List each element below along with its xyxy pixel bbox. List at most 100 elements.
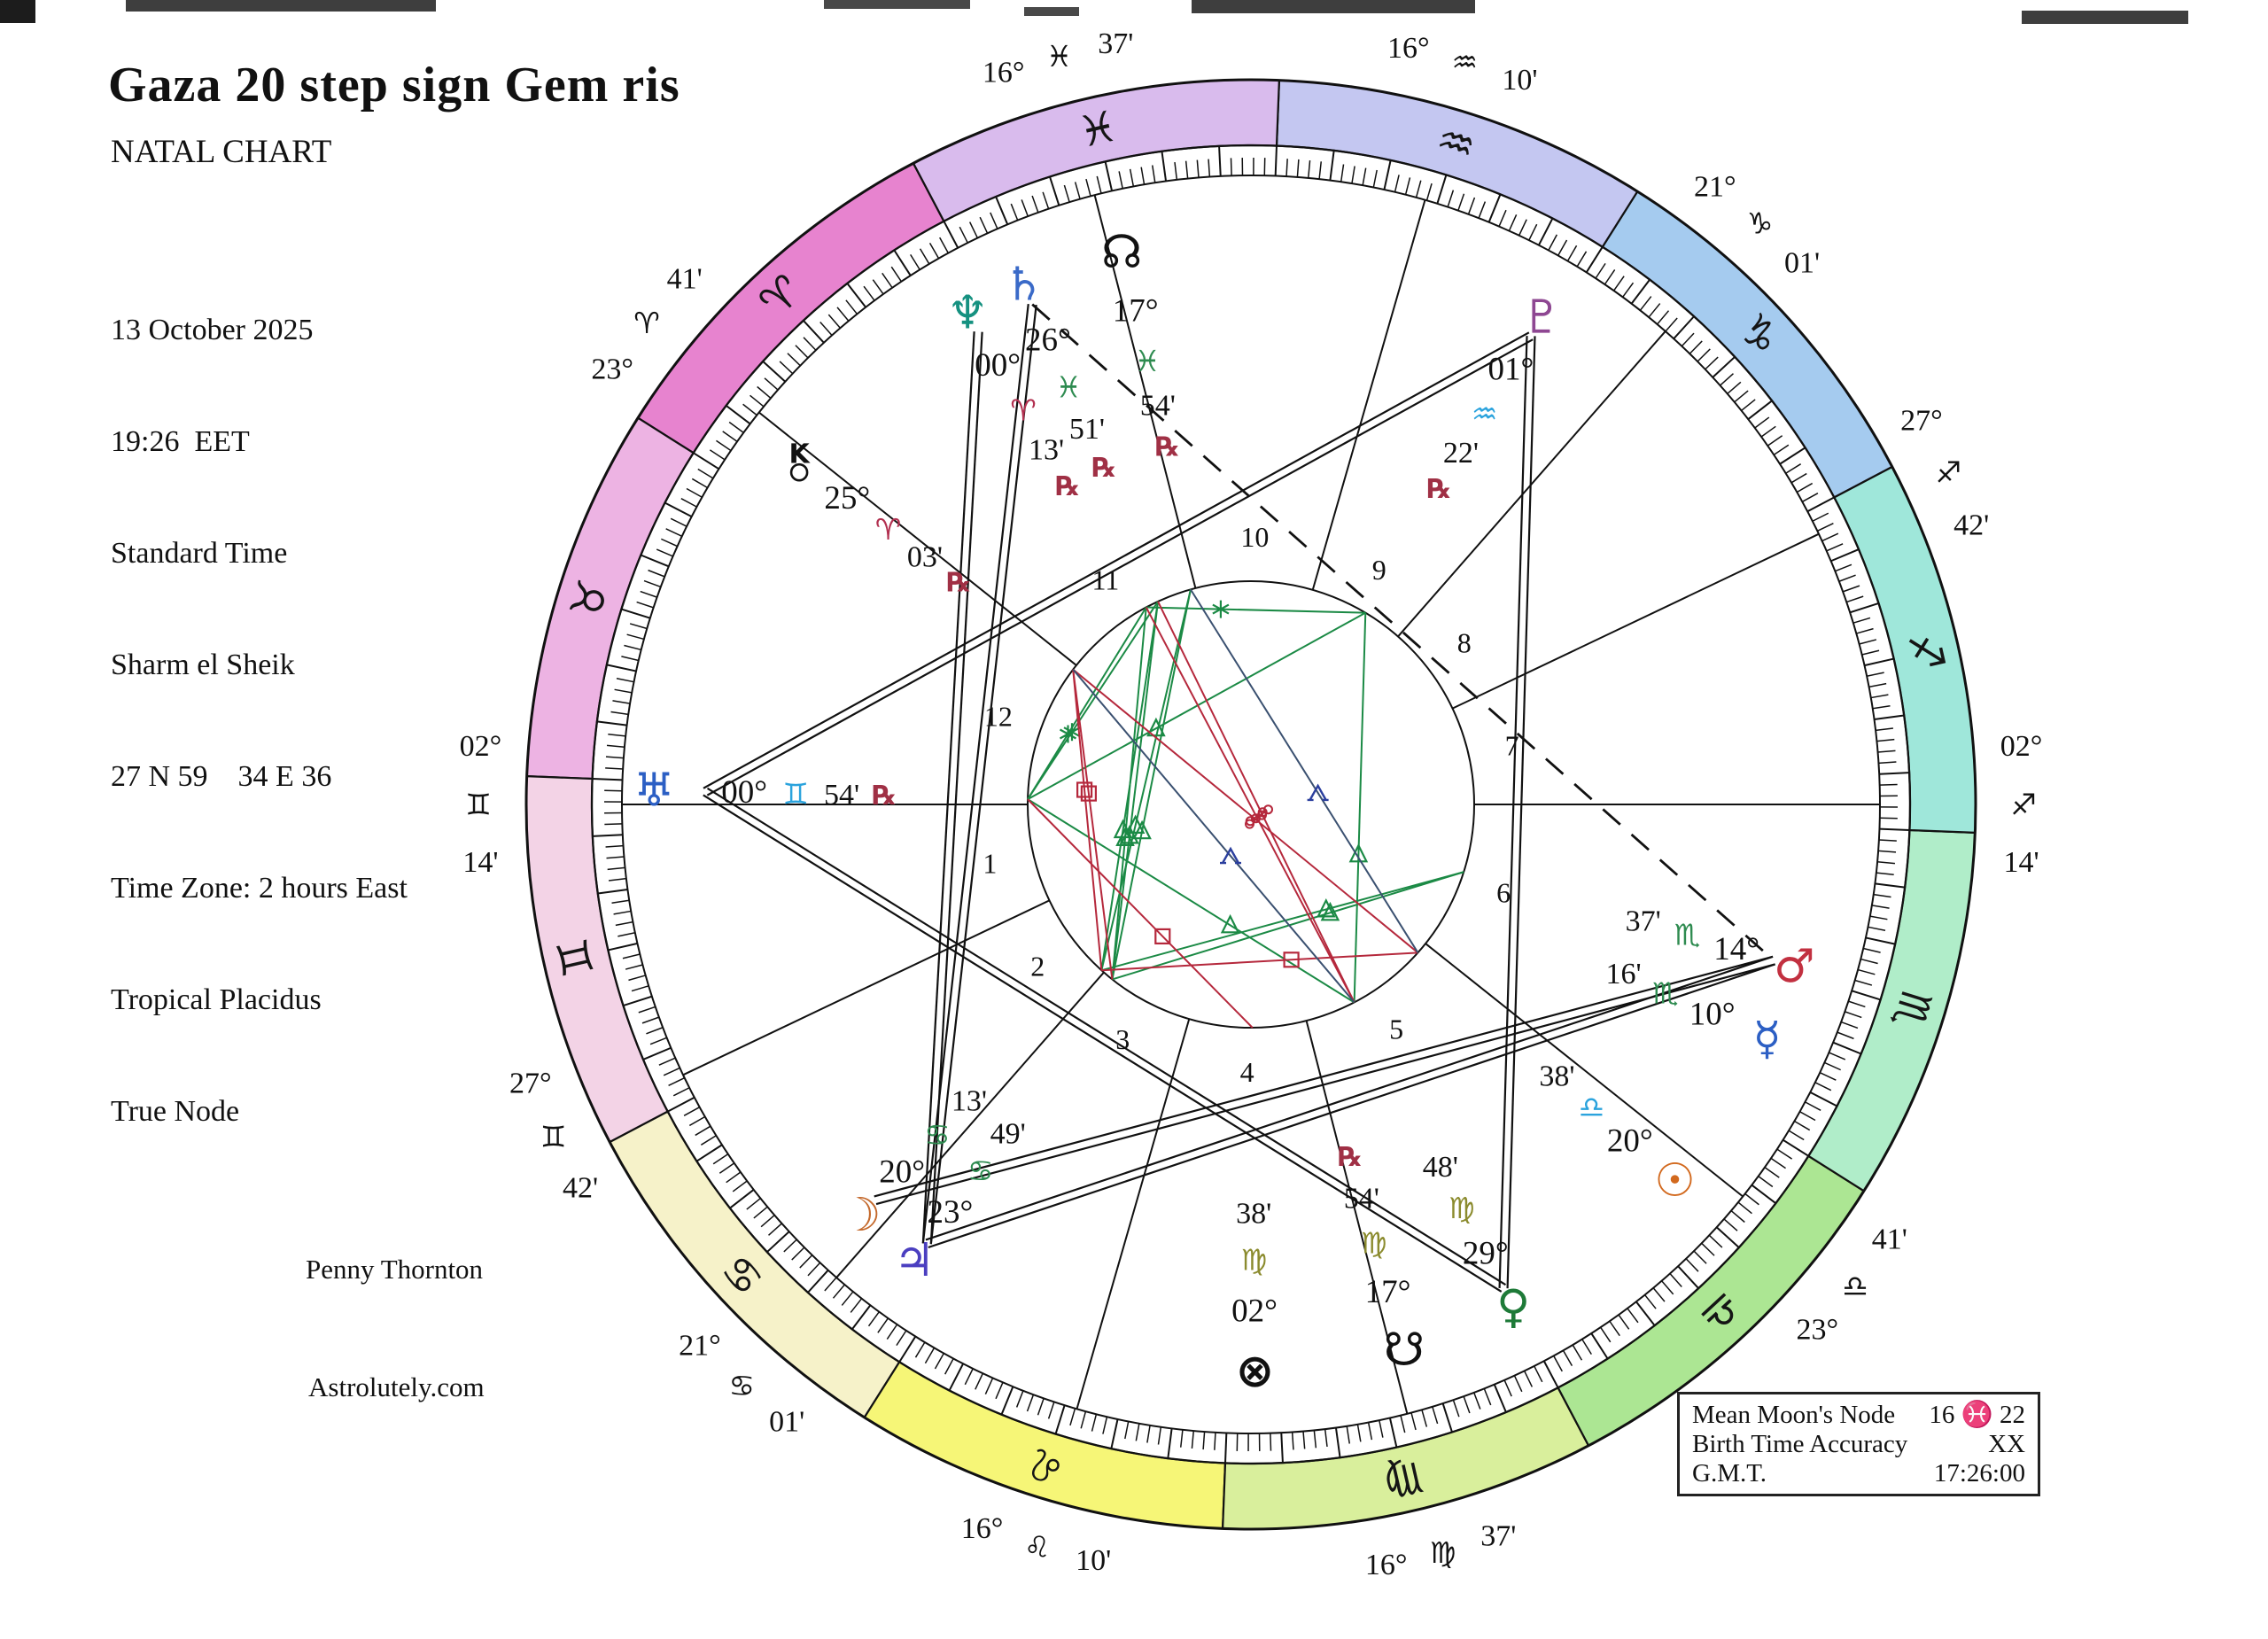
degree-tick [1840,1021,1859,1029]
degree-tick [1630,279,1651,305]
planet-chiron: K 25°♈03'℞ [788,439,970,599]
cusp-11-sign-icon: ♓ [1046,39,1073,74]
nnode-degrees: 17° [1113,293,1159,330]
degree-tick [1157,1426,1162,1445]
snode-icon: ☋ [1384,1324,1425,1377]
degree-tick [1367,1422,1373,1441]
degree-tick [1764,1166,1780,1178]
degree-tick [1758,1176,1774,1188]
degree-tick [1837,1031,1854,1040]
degree-tick [596,720,627,726]
degree-tick [964,1368,974,1386]
house-number-3: 3 [1115,1023,1130,1055]
degree-tick [1047,1402,1055,1419]
jupiter-sign-icon: ♋ [967,1154,994,1188]
cusp-line-2 [682,899,1050,1076]
degree-tick [762,361,786,383]
degree-tick [1760,425,1776,438]
degree-tick [1832,1041,1862,1055]
cusp-6-degrees: 23° [1796,1314,1838,1347]
degree-tick [1776,1148,1793,1160]
degree-tick [712,1154,729,1165]
degree-tick [968,221,979,238]
degree-tick [1208,159,1211,177]
degree-tick [1830,548,1860,563]
web-aspect-opposition-venus-neptune [1145,607,1355,1003]
quincunx-shape [1307,783,1329,802]
degree-tick [732,1180,748,1192]
pluto-degrees: 01° [1488,351,1534,387]
planet-pluto: ♇ 01° ♒ 22' ℞ [1427,291,1563,505]
jupiter-minutes: 49' [990,1117,1026,1150]
degree-tick [1000,1386,1014,1416]
web-aspect-line [1072,669,1103,971]
planet-sun: ☉20°♎38' [1539,1060,1695,1208]
major-aspect-line-mars-jupiter [925,955,1776,1249]
aspect-stroke [703,794,1503,1293]
trine-shape [1220,913,1240,934]
degree-tick [1854,979,1873,986]
degree-tick [592,834,623,837]
degree-tick [934,1353,944,1370]
degree-tick [1604,269,1616,285]
cusp-10-degrees: 16° [1387,32,1430,65]
cusp-line-4 [1076,1018,1191,1410]
degree-tick [1842,585,1860,593]
venus-sign-icon: ♍ [1449,1191,1475,1225]
degree-tick [604,823,623,826]
opposition-shape [1257,807,1268,818]
degree-tick [1410,1412,1417,1431]
opposition-aspect-icon [1245,807,1268,827]
web-aspect-sextile-uranus-saturn [1027,601,1159,800]
degree-tick [1566,245,1578,261]
degree-tick [1817,522,1834,532]
cusp-11-degrees: 16° [983,56,1025,89]
cusp-line-10 [1311,199,1426,591]
degree-tick [621,656,640,662]
degree-tick [686,487,703,498]
degree-tick [605,844,624,848]
saturn-retrograde-icon: ℞ [1092,453,1116,484]
degree-tick [643,579,662,588]
fortune-icon: ⊗ [1236,1345,1275,1398]
web-aspect-trine-mars-moon [1101,871,1464,972]
trine-aspect-icon [1220,913,1240,934]
opposition-shape [1263,804,1273,815]
degree-tick [1467,197,1476,215]
aspect-stroke [874,955,1774,1198]
degree-tick [663,1067,680,1076]
degree-tick [1015,1390,1024,1408]
degree-tick [783,1239,797,1253]
saturn-degrees: 26° [1025,322,1071,358]
mars-minutes: 37' [1626,905,1661,938]
trine-aspect-icon [1146,717,1166,737]
cusp-4-minutes: 10' [1076,1544,1111,1577]
moon-minutes: 13' [951,1085,987,1118]
degree-tick [1723,1218,1738,1231]
degree-tick [1202,1432,1206,1450]
cusp-12-minutes: 41' [667,262,703,295]
scan-artifact [1192,0,1475,13]
major-aspect-line-mars-moon [874,955,1775,1206]
degree-tick [1878,839,1897,842]
degree-tick [621,608,651,619]
node-type: True Node [111,1095,240,1128]
aspect-stroke [875,963,1775,1206]
degree-tick [695,1144,723,1162]
web-aspect-trine-jupiter-nnode [1111,589,1192,980]
degree-tick [803,320,825,344]
fortune-minutes: 38' [1236,1197,1271,1230]
neptune-sign-icon: ♈ [1010,392,1037,427]
degree-tick [726,1171,742,1184]
degree-tick [700,1135,717,1146]
degree-tick [1860,958,1878,965]
web-aspect-sextile-uranus-neptune [1027,606,1147,800]
degree-tick [845,299,858,315]
moon-node-box: Mean Moon's Node 16 ♓ 22 Birth Time Accu… [1677,1392,2040,1496]
degree-tick [766,1231,790,1253]
degree-tick [1720,373,1734,386]
cusp-line-3 [835,971,1105,1278]
degree-tick [664,501,693,517]
cusp-label-6: 23°♎41' [1796,1223,1907,1346]
degree-tick [886,1324,898,1340]
